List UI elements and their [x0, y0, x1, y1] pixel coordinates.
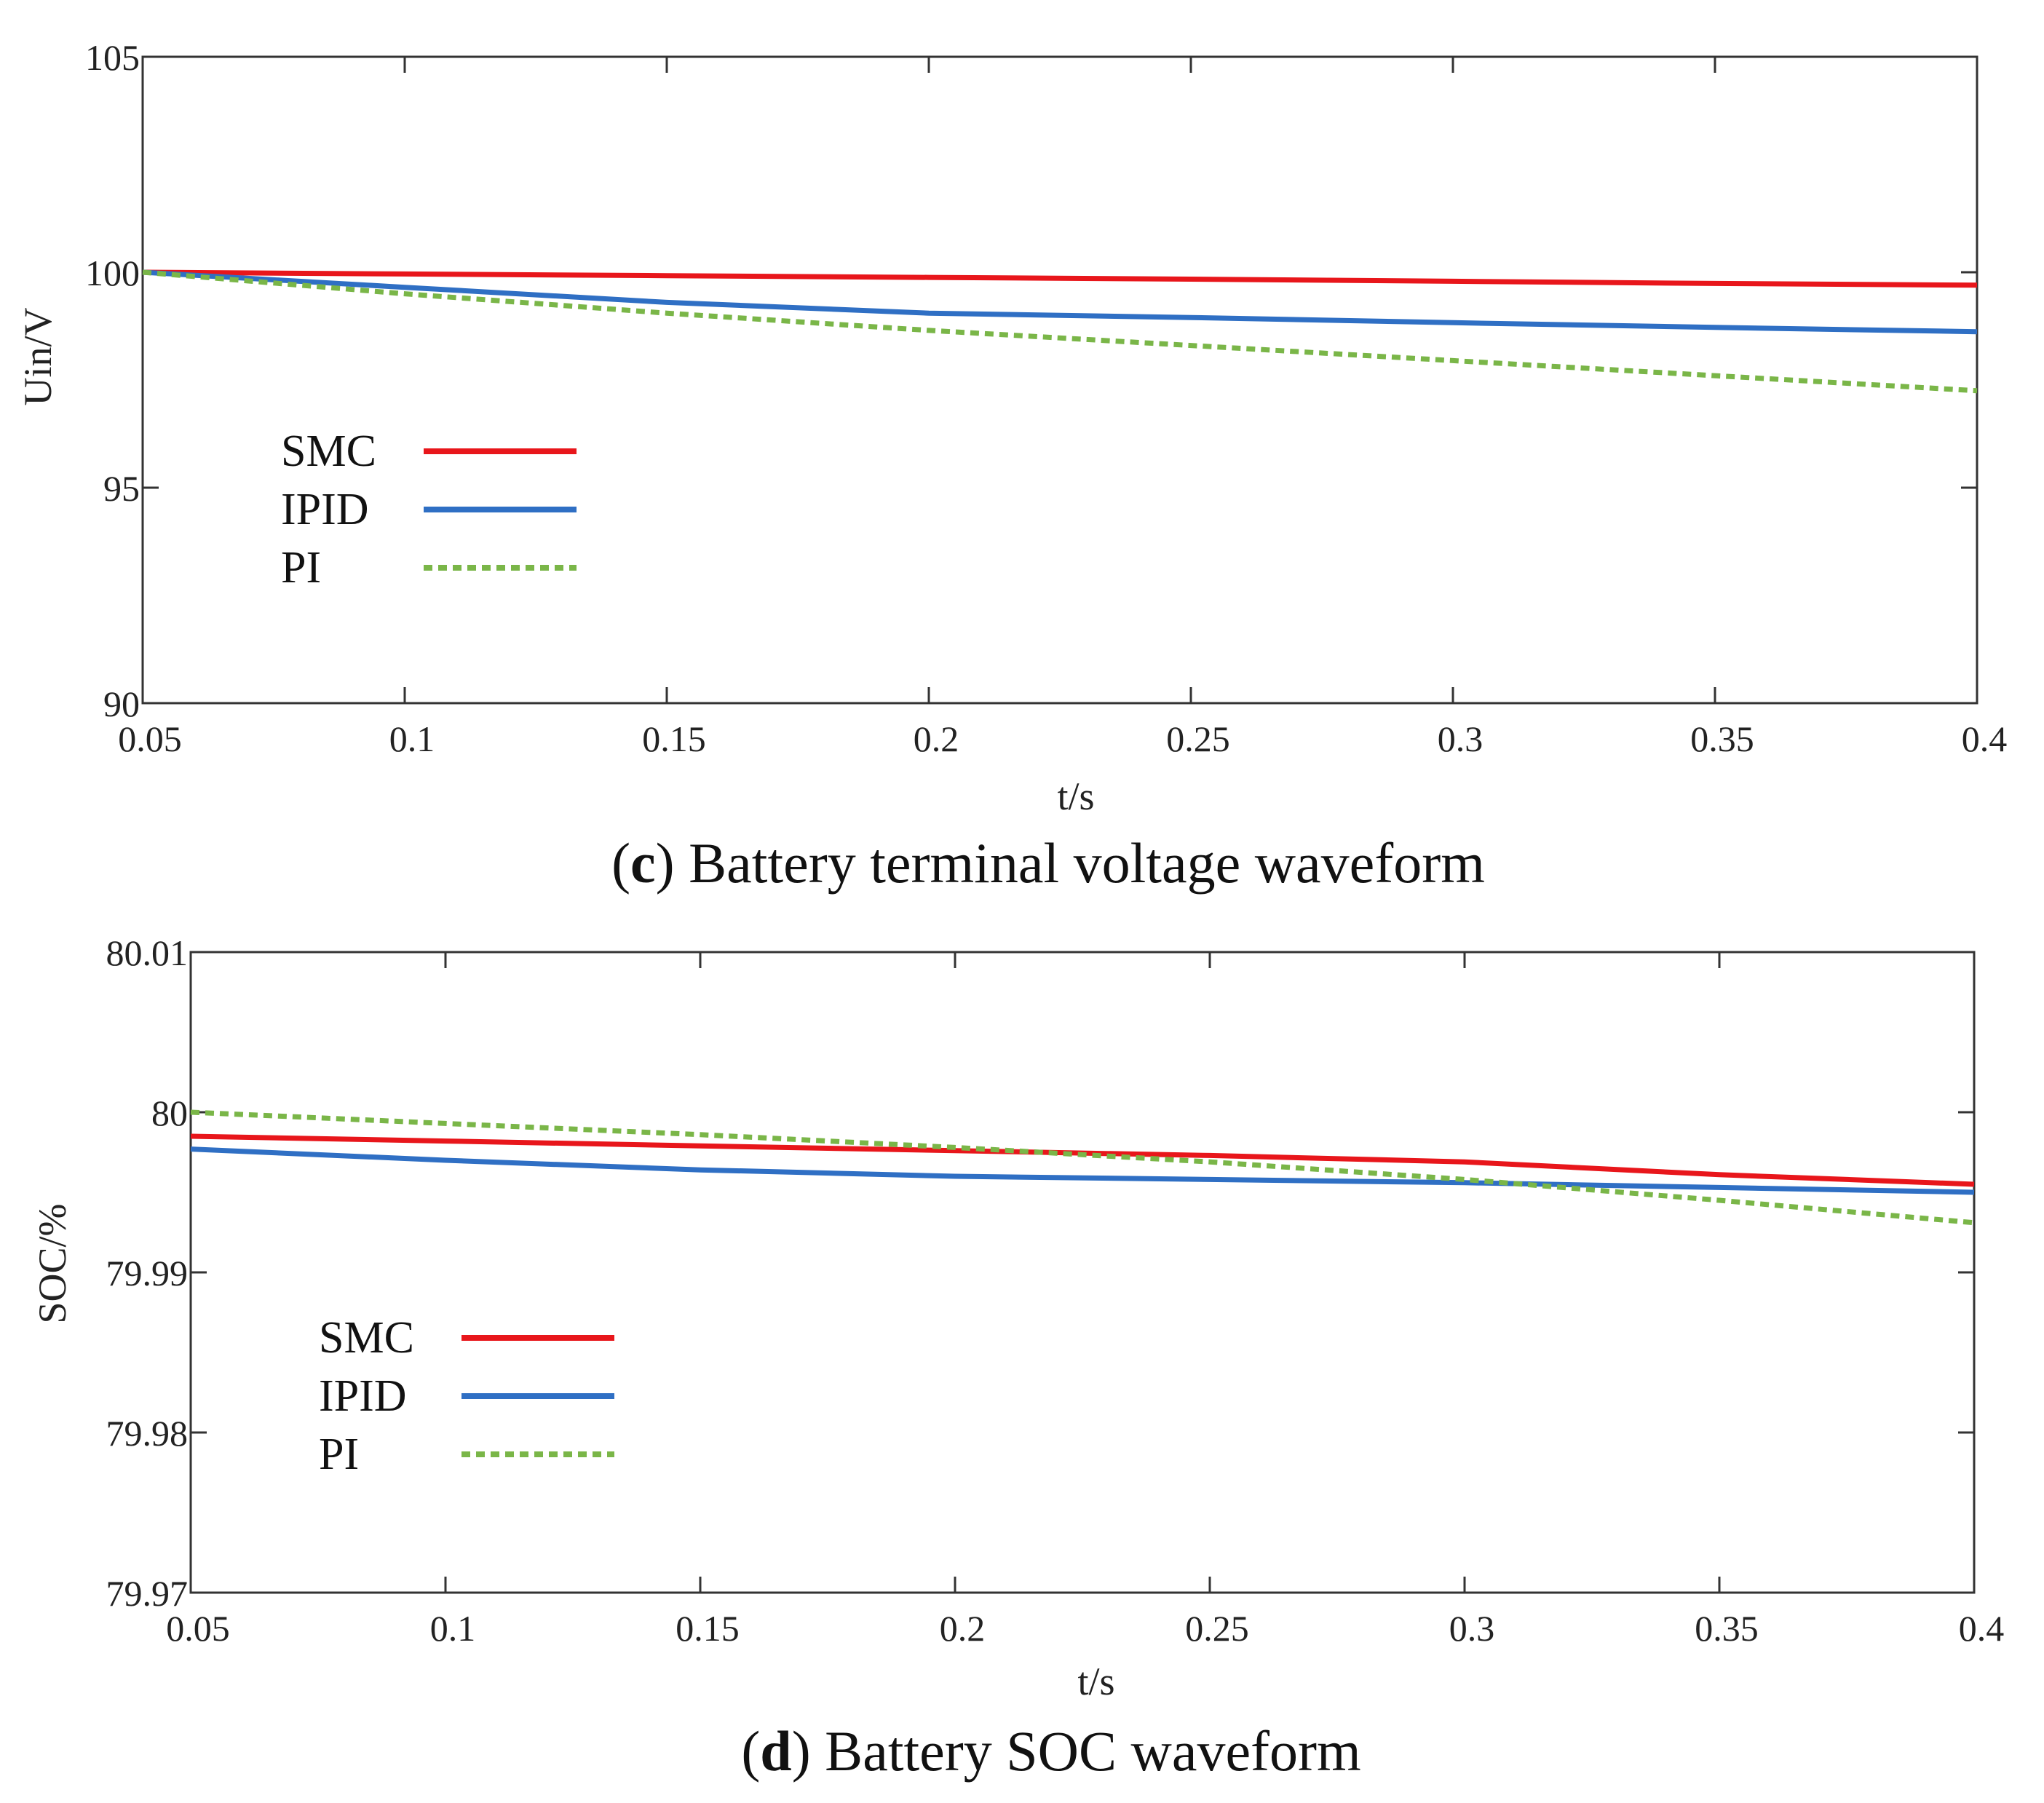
caption-panel-letter: c [630, 831, 656, 895]
series-line-smc [142, 269, 1978, 288]
x-ticks: 0.05 0.1 0.15 0.2 0.25 0.3 0.35 0.4 [118, 57, 2007, 759]
x-axis-title: t/s [1077, 1660, 1114, 1703]
y-tick-label: 79.99 [106, 1253, 189, 1293]
legend: SMC IPID PI [319, 1313, 614, 1479]
y-tick-label: 95 [103, 468, 140, 509]
y-tick-label: 79.98 [106, 1413, 189, 1454]
series-line-pi [142, 269, 1978, 394]
x-tick-label: 0.2 [914, 718, 959, 759]
y-tick-label: 80 [151, 1093, 188, 1133]
plot-frame [189, 951, 1976, 1594]
caption: (d) Battery SOC waveform [741, 1719, 1360, 1783]
legend-label-ipid: IPID [319, 1371, 407, 1421]
y-tick-label: 79.97 [106, 1573, 189, 1614]
legend: SMC IPID PI [281, 427, 577, 593]
series-group [190, 1109, 1975, 1226]
x-tick-label: 0.25 [1166, 718, 1230, 759]
x-tick-label: 0.4 [1962, 718, 2008, 759]
caption-panel-letter: d [760, 1719, 791, 1783]
x-tick-label: 0.2 [940, 1608, 986, 1649]
series-group [142, 269, 1978, 394]
y-ticks: 90 95 100 105 [85, 37, 1977, 724]
legend-label-smc: SMC [319, 1313, 414, 1363]
x-tick-label: 0.1 [389, 718, 435, 759]
y-axis-title: Uin/V [16, 307, 60, 405]
legend-label-ipid: IPID [281, 485, 369, 534]
legend-label-smc: SMC [281, 427, 376, 476]
series-line-ipid [190, 1146, 1975, 1195]
y-ticks: 79.97 79.98 79.99 80 80.01 [106, 932, 1974, 1614]
series-line-pi [190, 1109, 1975, 1226]
x-tick-label: 0.05 [118, 718, 182, 759]
x-tick-label: 0.4 [1959, 1608, 2005, 1649]
plot-frame [141, 55, 1978, 705]
caption-title: Battery terminal voltage waveform [689, 831, 1485, 895]
legend-label-pi: PI [319, 1430, 359, 1479]
x-tick-label: 0.3 [1438, 718, 1484, 759]
x-tick-label: 0.35 [1695, 1608, 1759, 1649]
x-axis-title: t/s [1057, 774, 1094, 818]
y-tick-label: 105 [85, 37, 140, 78]
chart-panel-d: 79.97 79.98 79.99 80 80.01 0.05 0.1 0.15 0.2 0.2… [31, 932, 2004, 1783]
x-tick-label: 0.3 [1449, 1608, 1495, 1649]
y-tick-label: 80.01 [106, 932, 189, 973]
y-tick-label: 90 [103, 683, 140, 724]
x-tick-label: 0.15 [642, 718, 706, 759]
legend-label-pi: PI [281, 543, 321, 593]
x-tick-label: 0.05 [166, 1608, 230, 1649]
x-tick-label: 0.1 [430, 1608, 476, 1649]
x-tick-label: 0.35 [1690, 718, 1754, 759]
series-line-ipid [142, 269, 1978, 335]
x-ticks: 0.05 0.1 0.15 0.2 0.25 0.3 0.35 0.4 [166, 952, 2004, 1649]
caption: (c) Battery terminal voltage waveform [611, 831, 1485, 895]
x-tick-label: 0.25 [1185, 1608, 1249, 1649]
x-tick-label: 0.15 [676, 1608, 740, 1649]
y-axis-title: SOC/% [31, 1203, 74, 1323]
y-tick-label: 100 [85, 253, 140, 293]
caption-title: Battery SOC waveform [825, 1719, 1361, 1783]
